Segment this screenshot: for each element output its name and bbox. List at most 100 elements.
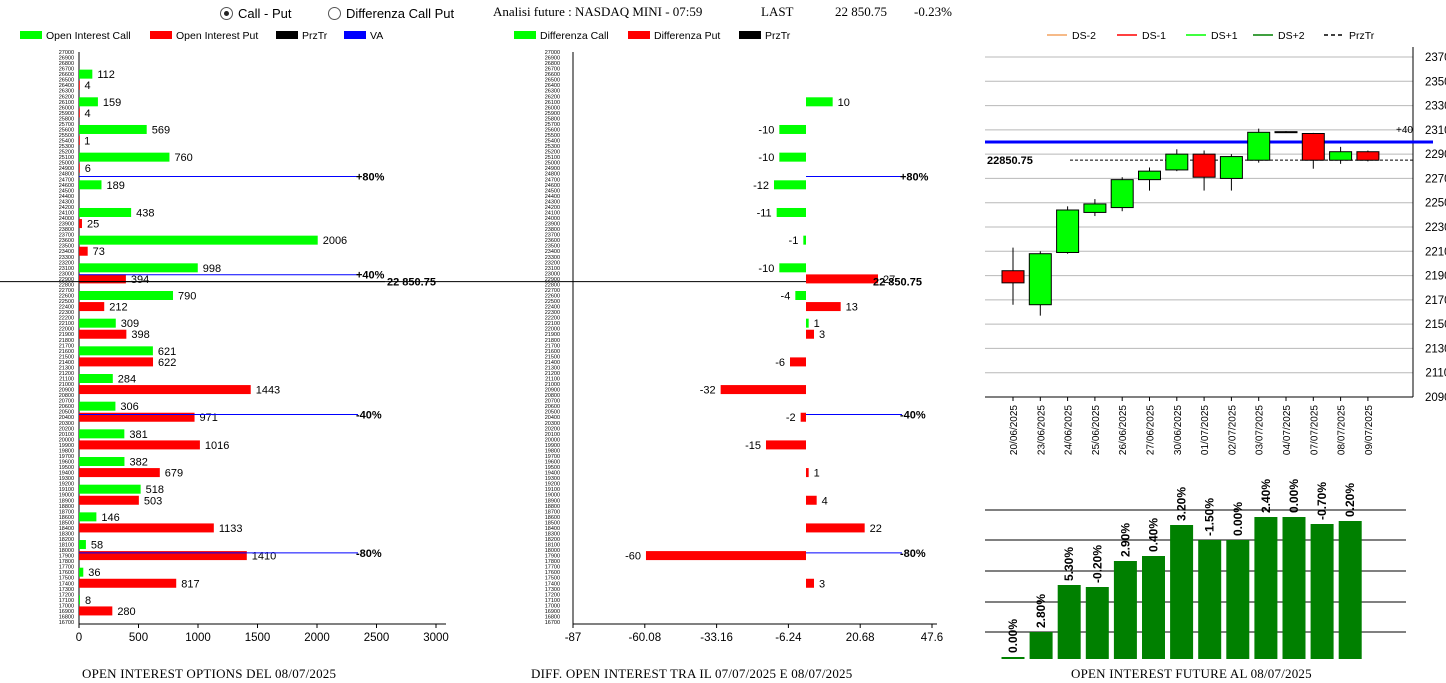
call-value-label: 8 [85, 595, 91, 607]
put-bar [79, 495, 139, 505]
call-value-label: 760 [174, 152, 192, 164]
x-tick-label: -87 [565, 632, 582, 644]
strike-tick-label: 25200 [59, 150, 74, 156]
strike-tick-label: 20600 [59, 404, 74, 410]
va-label: +80% [356, 172, 385, 184]
call-bar [79, 124, 147, 134]
x-tick-label: 47.6 [921, 632, 943, 644]
strike-tick-label: 25400 [59, 139, 74, 145]
strike-tick-label: 19200 [59, 482, 74, 488]
strike-tick-label: 23300 [545, 255, 560, 261]
diff-value-label: 10 [838, 97, 850, 109]
strike-tick-label: 25900 [59, 111, 74, 117]
strike-tick-label: 24900 [545, 166, 560, 172]
last-label: LAST [761, 4, 794, 19]
toggle-call-put[interactable]: Call - Put [220, 6, 291, 21]
strike-tick-label: 22200 [545, 316, 560, 322]
strike-tick-label: 17900 [545, 554, 560, 560]
diff-value-label: -4 [781, 290, 791, 302]
y-tick-label: 23300 [1425, 101, 1446, 113]
y-tick-label: 22700 [1425, 173, 1446, 185]
strike-tick-label: 16700 [59, 620, 74, 626]
put-bar [79, 412, 195, 422]
change-value: -0.23% [914, 4, 952, 19]
strike-tick-label: 20800 [545, 393, 560, 399]
date-tick-label: 25/06/2025 [1091, 405, 1102, 455]
future-value-label: 2.80% [1034, 594, 1048, 628]
call-bar [79, 540, 86, 550]
y-tick-label: 21500 [1425, 319, 1446, 331]
strike-tick-label: 21900 [545, 332, 560, 338]
call-value-label: 146 [101, 512, 119, 524]
call-bar [79, 595, 80, 605]
diff-put-bar [800, 412, 806, 422]
strike-tick-label: 23000 [545, 271, 560, 277]
y-tick-label: 21300 [1425, 343, 1446, 355]
strike-tick-label: 21200 [59, 371, 74, 377]
strike-tick-label: 20500 [59, 410, 74, 416]
call-value-label: 309 [121, 318, 139, 330]
future-value-label: 2.40% [1259, 479, 1273, 513]
future-value-label: -0.70% [1315, 482, 1329, 520]
diff-value-label: -32 [700, 385, 716, 397]
call-bar [79, 97, 98, 107]
strike-tick-label: 19800 [59, 448, 74, 454]
strike-tick-label: 17700 [59, 565, 74, 571]
strike-tick-label: 24100 [59, 210, 74, 216]
y-tick-label: 21100 [1425, 368, 1446, 380]
put-bar [79, 551, 247, 561]
call-value-label: 36 [88, 567, 100, 579]
strike-tick-label: 21300 [545, 365, 560, 371]
radio-call-put-icon[interactable] [220, 7, 233, 20]
put-value-label: 503 [144, 495, 162, 507]
candle-body [1110, 179, 1134, 209]
strike-tick-label: 20000 [545, 437, 560, 443]
strike-tick-label: 21500 [545, 354, 560, 360]
strike-tick-label: 16900 [59, 609, 74, 615]
toggle-differenza[interactable]: Differenza Call Put [328, 6, 454, 21]
diff-value-label: -60 [625, 551, 641, 563]
future-bar [1142, 556, 1165, 659]
strike-tick-label: 26100 [59, 100, 74, 106]
future-bar [1254, 517, 1278, 659]
strike-tick-label: 19400 [59, 471, 74, 477]
strike-tick-label: 24500 [545, 188, 560, 194]
radio-differenza-icon[interactable] [328, 7, 341, 20]
diff-value-label: -11 [757, 207, 772, 219]
call-bar [79, 512, 97, 522]
put-value-label: 1443 [256, 385, 280, 397]
future-bar [1338, 521, 1362, 659]
strike-tick-label: 18600 [59, 515, 74, 521]
put-bar [79, 468, 160, 478]
y-tick-label: 22900 [1425, 149, 1446, 161]
y-tick-label: 23500 [1425, 76, 1446, 88]
strike-tick-label: 24500 [59, 188, 74, 194]
diff-call-bar [773, 180, 806, 190]
future-value-label: 0.00% [1287, 479, 1301, 513]
future-value-label: 0.20% [1343, 483, 1357, 517]
strike-tick-label: 21200 [545, 371, 560, 377]
strike-tick-label: 17400 [59, 581, 74, 587]
strike-tick-label: 24600 [59, 183, 74, 189]
strike-tick-label: 18100 [59, 543, 74, 549]
legend-label: DS+2 [1278, 30, 1305, 42]
candle-body [1274, 131, 1298, 134]
legend-label: DS-2 [1072, 30, 1096, 42]
diff-call-bar [806, 97, 833, 107]
put-value-label: 1016 [205, 440, 229, 452]
strike-tick-label: 27000 [59, 50, 74, 56]
diff-call-bar [779, 263, 806, 273]
strike-tick-label: 21500 [59, 354, 74, 360]
strike-tick-label: 20800 [59, 393, 74, 399]
future-bar [1001, 657, 1025, 659]
put-bar [79, 163, 80, 173]
strike-tick-label: 22500 [59, 299, 74, 305]
date-tick-label: 08/07/2025 [1337, 405, 1348, 455]
strike-tick-label: 21700 [545, 343, 560, 349]
strike-tick-label: 23900 [545, 222, 560, 228]
x-tick-label: 500 [129, 632, 148, 644]
strike-tick-label: 18300 [59, 531, 74, 537]
va-label: +40 [1396, 125, 1413, 136]
strike-tick-label: 17500 [59, 576, 74, 582]
diff-call-bar [776, 207, 806, 217]
